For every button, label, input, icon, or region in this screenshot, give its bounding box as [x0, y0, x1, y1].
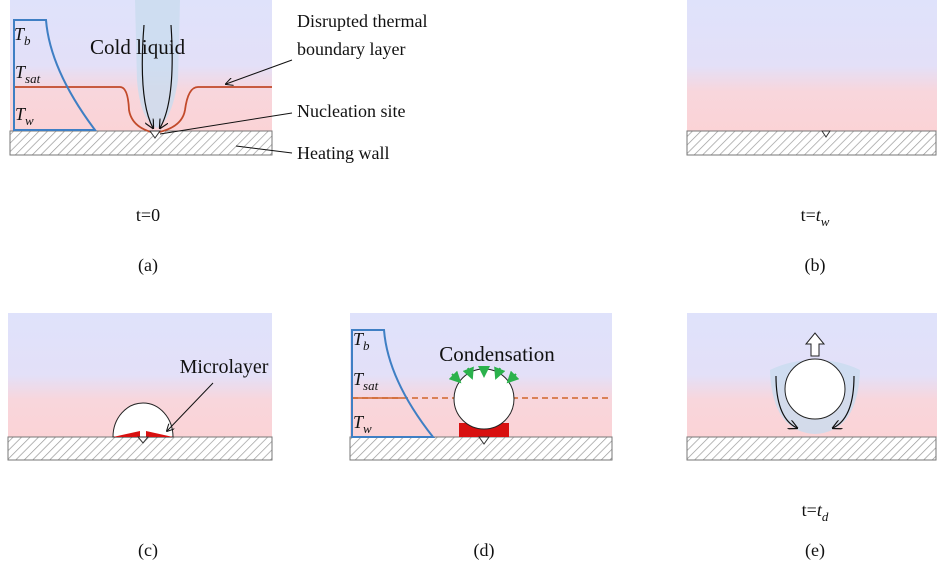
heating-wall: [687, 131, 936, 155]
boundary-layer-label: boundary layer: [297, 39, 405, 59]
condensation-label: Condensation: [439, 342, 555, 366]
heating-wall: [8, 437, 272, 460]
caption: (b): [805, 255, 826, 276]
heating-wall: [687, 437, 936, 460]
caption: (e): [805, 540, 825, 561]
caption: (d): [474, 540, 495, 561]
panel-d: Tb Tsat Tw Condensation (d): [350, 313, 612, 561]
bubble: [785, 359, 845, 419]
boundary-layer-label: Disrupted thermal: [297, 11, 427, 31]
caption: (c): [138, 540, 158, 561]
heating-wall-label: Heating wall: [297, 143, 389, 163]
caption: (a): [138, 255, 158, 276]
time-label: t=tw: [801, 205, 830, 229]
panel-a: Tb Tsat Tw Cold liquid Disrupted thermal…: [10, 0, 427, 276]
heating-wall: [10, 131, 272, 155]
nucleation-label: Nucleation site: [297, 101, 405, 121]
microlayer-label: Microlayer: [180, 356, 269, 378]
cold-liquid-label: Cold liquid: [90, 35, 186, 59]
panel-b: t=tw (b): [687, 0, 937, 276]
bubble: [454, 369, 514, 429]
panel-c: Microlayer (c): [8, 313, 272, 561]
panel-e: t=td (e): [687, 313, 937, 561]
fluid: [687, 0, 937, 131]
time-label: t=td: [802, 500, 829, 524]
time-label: t=0: [136, 205, 160, 225]
diagram: Tb Tsat Tw Cold liquid Disrupted thermal…: [0, 0, 937, 561]
